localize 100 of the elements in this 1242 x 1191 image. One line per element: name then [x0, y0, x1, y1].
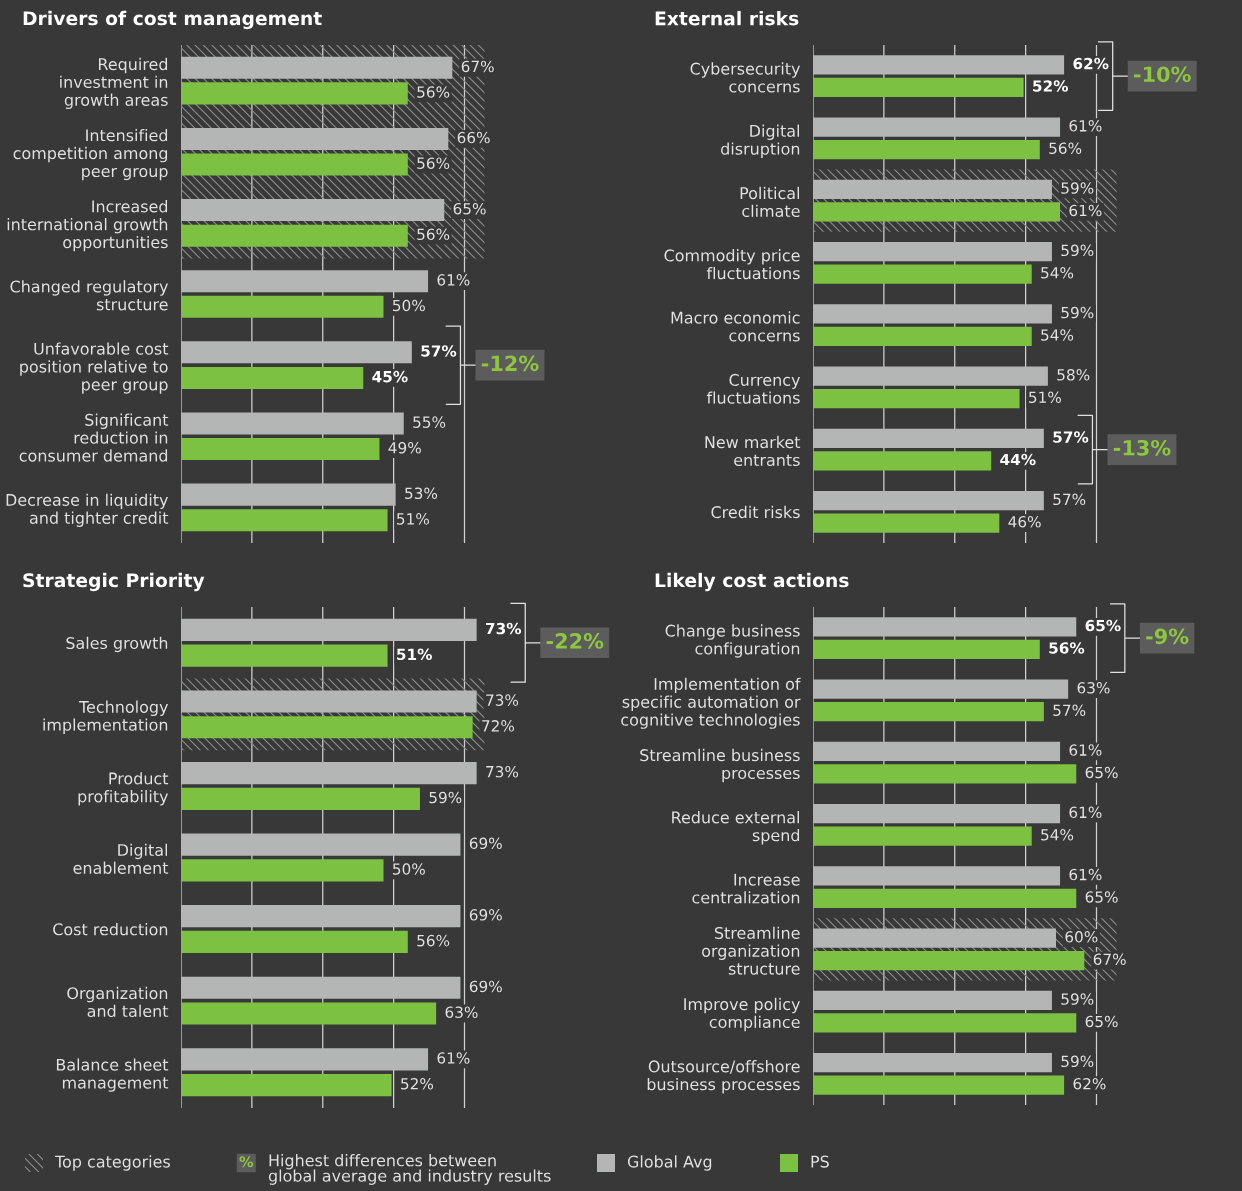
- bar: [181, 366, 364, 389]
- bar: [181, 341, 412, 364]
- legend-label: Global Avg: [627, 1155, 712, 1171]
- y-tick-label: Increased international growth opportunities: [7, 200, 168, 252]
- data-label: 61%: [1069, 204, 1102, 217]
- legend-label: PS: [811, 1155, 829, 1168]
- data-label: 65%: [453, 202, 486, 215]
- bar: [813, 117, 1061, 137]
- bar: [181, 976, 461, 999]
- chart-title: Likely cost actions: [655, 572, 849, 592]
- bar: [181, 82, 408, 105]
- bar: [813, 428, 1044, 449]
- bar: [181, 224, 408, 247]
- bar: [813, 491, 1044, 511]
- data-label: 59%: [1061, 306, 1094, 319]
- bar: [181, 1074, 392, 1097]
- y-tick-label: Reduce external spend: [672, 811, 800, 845]
- data-label: 65%: [1085, 766, 1118, 779]
- y-tick-label: Decrease in liquidity and tighter credit: [6, 493, 169, 527]
- y-tick-label: Streamline organization structure: [702, 926, 800, 975]
- data-label: 61%: [437, 1052, 470, 1064]
- y-tick-label: Organization and talent: [67, 986, 169, 1018]
- y-tick-label: Digital disruption: [721, 124, 800, 158]
- data-label: 65%: [1085, 1015, 1118, 1028]
- data-label: 54%: [1041, 266, 1074, 279]
- bar: [813, 326, 1032, 346]
- bar: [181, 199, 445, 222]
- data-label: 51%: [397, 648, 432, 661]
- data-label: 56%: [1049, 642, 1085, 654]
- bar: [813, 77, 1024, 97]
- data-label: 56%: [417, 86, 450, 98]
- y-tick-label: Change business configuration: [665, 624, 800, 658]
- y-tick-label: Unfavorable cost position relative to peer group: [20, 342, 169, 394]
- text: -9%: [1146, 628, 1189, 645]
- data-label: 63%: [1077, 682, 1110, 694]
- data-label: 62%: [1073, 57, 1109, 70]
- data-label: 60%: [1065, 931, 1098, 943]
- bar: [181, 127, 449, 150]
- data-label: 62%: [1073, 1077, 1106, 1090]
- data-label: 61%: [1069, 868, 1102, 881]
- data-label: 73%: [486, 765, 519, 778]
- bar: [181, 905, 461, 928]
- bar: [813, 513, 1000, 533]
- text: Highest differences between global average and industry results: [268, 1154, 551, 1185]
- bar: [181, 787, 420, 810]
- bar: [181, 644, 388, 667]
- data-label: 59%: [429, 791, 462, 804]
- bar: [181, 716, 473, 739]
- y-tick-label: Streamline business processes: [640, 748, 800, 783]
- y-tick-label: Credit risks: [711, 505, 800, 519]
- data-label: 65%: [1085, 619, 1121, 632]
- y-tick-label: Sales growth: [66, 636, 168, 653]
- bar: [813, 451, 992, 471]
- data-label: 45%: [372, 370, 408, 383]
- data-label: 61%: [437, 274, 470, 286]
- bar: [181, 859, 384, 882]
- data-label: 56%: [1049, 142, 1082, 155]
- data-label: 52%: [1033, 80, 1069, 92]
- bar: [813, 55, 1065, 75]
- y-tick-label: Product profitability: [78, 772, 169, 806]
- data-label: 69%: [469, 837, 502, 850]
- text: -10%: [1134, 66, 1191, 83]
- bar: [181, 483, 396, 506]
- data-label: 72%: [482, 720, 515, 732]
- bar: [181, 690, 477, 713]
- data-label: 57%: [421, 345, 457, 357]
- data-label: 66%: [457, 131, 490, 144]
- y-tick-label: Required investment in growth areas: [60, 57, 168, 110]
- data-label: 59%: [1061, 1055, 1094, 1068]
- data-label: 51%: [1029, 391, 1061, 404]
- y-tick-label: Technology implementation: [43, 700, 169, 734]
- data-label: 46%: [1008, 515, 1041, 528]
- data-label: 58%: [1057, 369, 1090, 381]
- bar: [813, 242, 1052, 262]
- data-label: 56%: [417, 228, 450, 241]
- y-tick-label: Increase centralization: [692, 873, 800, 904]
- y-tick-label: Macro economic concerns: [671, 311, 800, 342]
- data-label: 56%: [417, 157, 450, 169]
- data-label: 56%: [417, 934, 450, 947]
- data-label: 54%: [1041, 828, 1074, 841]
- data-label: 69%: [469, 980, 502, 993]
- chart-title: Drivers of cost management: [23, 10, 322, 30]
- data-label: 52%: [401, 1077, 434, 1090]
- y-tick-label: Implementation of specific automation or cognitive technologies: [621, 677, 801, 729]
- text: -22%: [546, 633, 604, 649]
- data-label: 50%: [393, 863, 425, 875]
- bar: [181, 412, 404, 435]
- bar: [181, 930, 408, 954]
- bar: [181, 1002, 437, 1025]
- data-label: 57%: [1053, 704, 1086, 717]
- bar: [181, 56, 453, 79]
- data-label: 54%: [1041, 329, 1074, 341]
- bar: [813, 202, 1061, 222]
- y-tick-label: New market entrants: [705, 435, 801, 467]
- y-tick-label: Cost reduction: [53, 923, 168, 936]
- data-label: 57%: [1053, 493, 1086, 506]
- data-label: 55%: [413, 416, 446, 428]
- bar: [181, 270, 429, 293]
- bar: [181, 153, 408, 176]
- bar: [813, 139, 1040, 160]
